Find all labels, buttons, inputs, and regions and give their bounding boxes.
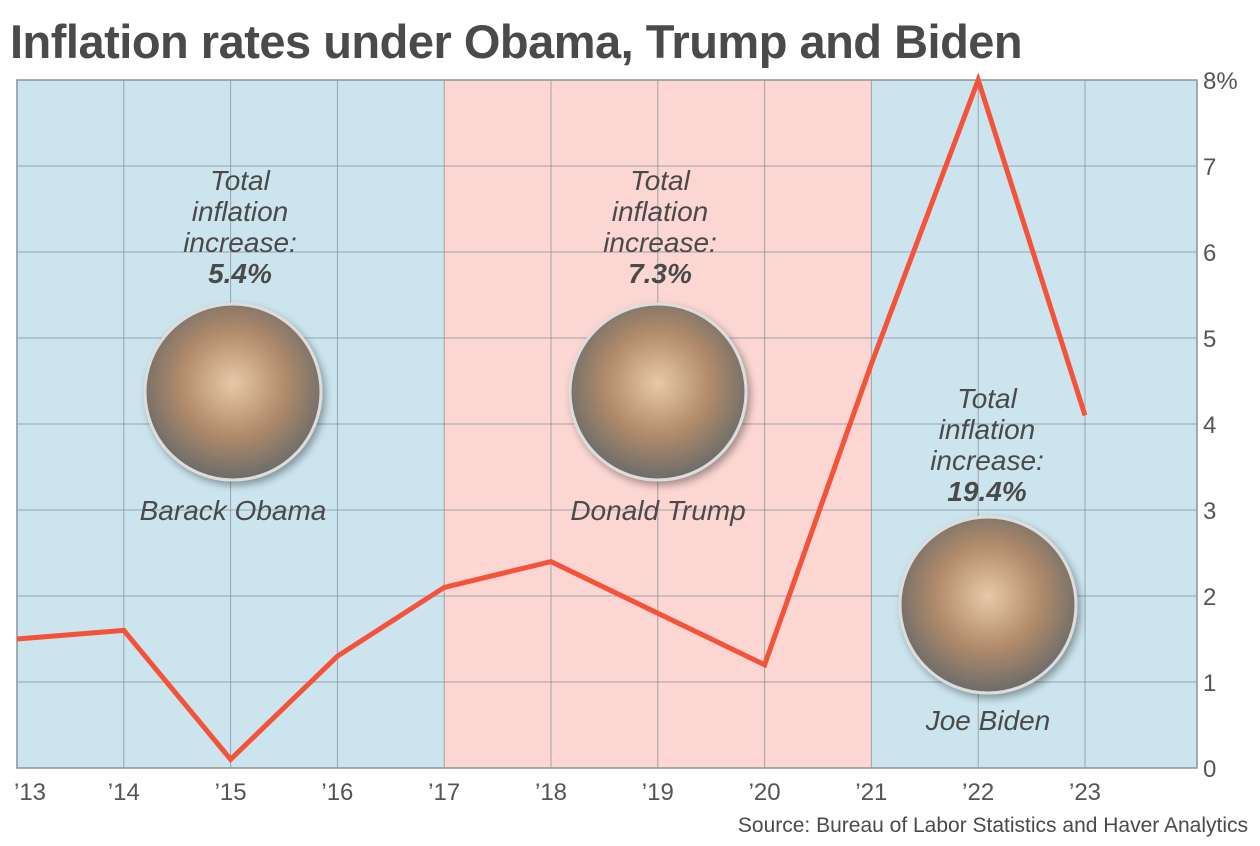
chart-title: Inflation rates under Obama, Trump and B…: [10, 15, 1023, 68]
president-name: Barack Obama: [140, 495, 327, 526]
x-tick-label: ’20: [749, 779, 781, 806]
x-tick-label: ’23: [1069, 779, 1101, 806]
y-tick-label: 1: [1203, 670, 1216, 697]
x-tick-label: ’18: [535, 779, 567, 806]
annotation-total: 7.3%: [628, 258, 692, 289]
x-tick-label: ’22: [962, 779, 994, 806]
president-name: Joe Biden: [925, 705, 1051, 736]
annotation-total: 5.4%: [208, 258, 272, 289]
plot-frame: [16, 79, 1198, 769]
y-tick-label: 3: [1203, 498, 1216, 525]
y-tick-label: 0: [1203, 756, 1216, 783]
y-tick-label: 2: [1203, 584, 1216, 611]
annotation-text: Total: [210, 165, 270, 196]
y-tick-label: 5: [1203, 326, 1216, 353]
annotation-text: increase:: [603, 227, 717, 258]
x-tick-label: ’21: [855, 779, 887, 806]
x-tick-label: ’14: [108, 779, 140, 806]
y-tick-label: 4: [1203, 412, 1216, 439]
annotation-text: Total: [630, 165, 690, 196]
portrait-photo: [568, 302, 748, 482]
x-tick-label: ’15: [215, 779, 247, 806]
annotation-text: inflation: [192, 196, 289, 227]
annotation-total: 19.4%: [947, 476, 1026, 507]
annotation-text: inflation: [612, 196, 709, 227]
annotation-text: increase:: [183, 227, 297, 258]
y-tick-label: 6: [1203, 240, 1216, 267]
y-tick-label: 8%: [1203, 68, 1238, 95]
source-note: Source: Bureau of Labor Statistics and H…: [737, 814, 1248, 837]
y-tick-label: 7: [1203, 154, 1216, 181]
x-tick-label: ’19: [642, 779, 674, 806]
annotation-text: inflation: [939, 414, 1036, 445]
x-tick-label: ’13: [14, 779, 46, 806]
x-tick-label: ’16: [321, 779, 353, 806]
x-tick-label: ’17: [428, 779, 460, 806]
annotation-text: Total: [957, 383, 1017, 414]
annotation-text: increase:: [930, 445, 1044, 476]
portrait-photo: [143, 302, 323, 482]
portrait-photo: [898, 515, 1078, 695]
president-name: Donald Trump: [570, 495, 745, 526]
